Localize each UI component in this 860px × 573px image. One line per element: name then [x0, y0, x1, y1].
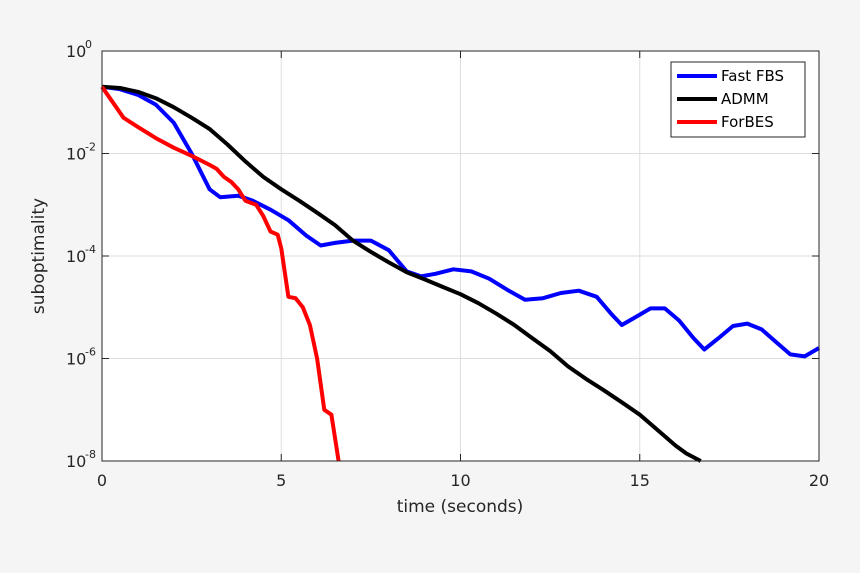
legend-label: ForBES [721, 113, 774, 131]
x-tick-label: 15 [630, 471, 650, 490]
y-tick-base: 10 [66, 350, 86, 369]
series-line-forbes [100, 85, 341, 462]
y-tick-exponent: 0 [85, 38, 92, 51]
y-tick-label: 100 [66, 38, 92, 61]
x-tick-label: 5 [276, 471, 286, 490]
y-tick-label: 10-6 [66, 346, 96, 369]
legend: Fast FBS ADMM ForBES [670, 61, 806, 138]
y-tick-exponent: -4 [85, 243, 96, 256]
series-line-admm [101, 84, 702, 463]
y-tick-exponent: -6 [85, 346, 96, 359]
y-tick-base: 10 [66, 247, 86, 266]
series-line-fast-fbs [101, 84, 821, 359]
legend-item: ForBES [677, 113, 774, 131]
x-tick-label: 20 [809, 471, 829, 490]
y-tick-label: 10-8 [66, 448, 96, 471]
x-axis-ticks: 0 5 10 15 20 [97, 51, 829, 490]
y-tick-label: 10-2 [66, 141, 96, 164]
x-axis-label: time (seconds) [397, 497, 524, 517]
legend-item: ADMM [677, 90, 769, 108]
legend-label: ADMM [721, 90, 769, 108]
x-tick-label: 10 [450, 471, 470, 490]
y-tick-base: 10 [66, 42, 86, 61]
y-tick-exponent: -2 [85, 141, 96, 154]
series-layer [100, 84, 821, 463]
legend-label: Fast FBS [721, 67, 784, 85]
y-tick-base: 10 [66, 452, 86, 471]
grid [102, 51, 819, 461]
legend-item: Fast FBS [677, 67, 784, 85]
y-tick-label: 10-4 [66, 243, 96, 266]
y-axis-label: suboptimality [29, 198, 49, 314]
y-tick-exponent: -8 [85, 448, 96, 461]
y-tick-base: 10 [66, 145, 86, 164]
x-tick-label: 0 [97, 471, 107, 490]
